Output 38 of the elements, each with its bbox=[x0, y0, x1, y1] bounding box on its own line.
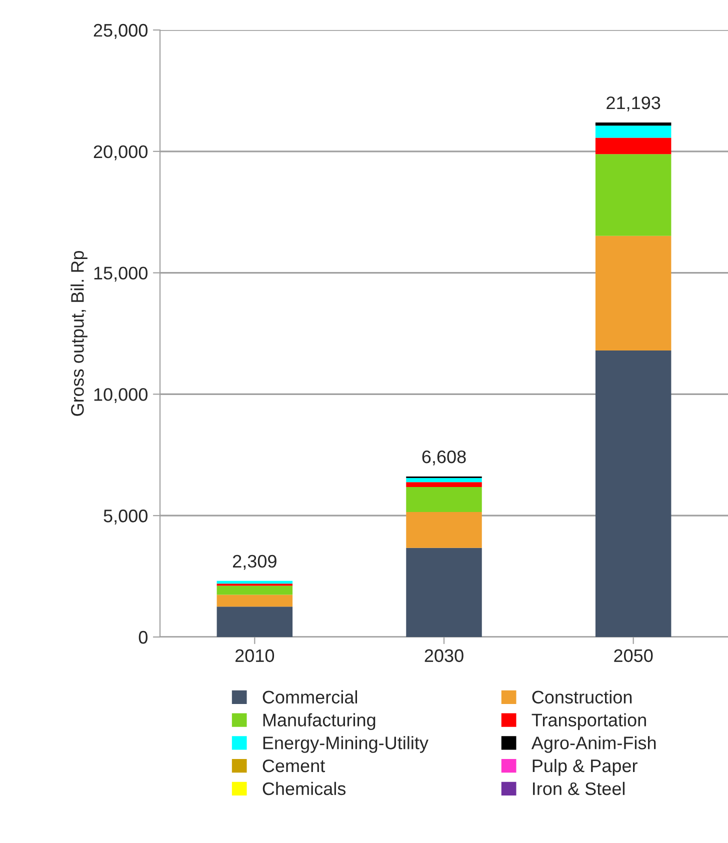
bar bbox=[216, 586, 293, 595]
total-label: 2,309 bbox=[232, 554, 276, 570]
x-tick-label: 2030 bbox=[424, 649, 464, 662]
bar bbox=[216, 580, 293, 584]
bar bbox=[406, 478, 482, 482]
legend-label: Commercial bbox=[262, 690, 358, 704]
y-tick-label: 10,000 bbox=[94, 388, 148, 404]
bar bbox=[406, 486, 482, 512]
bar bbox=[406, 512, 482, 548]
bar bbox=[595, 126, 672, 138]
y-tick-label: 0 bbox=[138, 630, 148, 644]
bar bbox=[216, 594, 293, 607]
legend-label: Chemicals bbox=[262, 782, 346, 796]
total-label: 21,193 bbox=[606, 96, 660, 112]
bar bbox=[595, 138, 672, 154]
total-label: 6,608 bbox=[422, 450, 466, 466]
x-tick-label: 2050 bbox=[614, 649, 653, 662]
legend-label: Manufacturing bbox=[263, 713, 376, 730]
legend-label: Agro-Anim-Fish bbox=[531, 736, 656, 753]
bar bbox=[595, 154, 672, 236]
legend-label: Pulp & Paper bbox=[532, 758, 638, 776]
y-axis-title: Gross output, Bil. Rp bbox=[70, 250, 88, 416]
y-tick-label: 25,000 bbox=[94, 24, 148, 39]
y-tick-label: 5,000 bbox=[104, 510, 148, 524]
x-tick-label: 2010 bbox=[235, 649, 274, 662]
legend-label: Construction bbox=[532, 690, 632, 704]
bar bbox=[595, 350, 672, 637]
bar bbox=[406, 548, 482, 637]
legend-label: Energy-Mining-Utility bbox=[263, 736, 428, 753]
bar bbox=[406, 482, 482, 487]
legend-label: Transportation bbox=[532, 713, 646, 730]
y-tick-label: 15,000 bbox=[94, 266, 148, 282]
bar bbox=[595, 122, 672, 126]
y-tick-label: 20,000 bbox=[94, 145, 148, 160]
legend-label: Iron & Steel bbox=[533, 782, 625, 796]
legend-label: Cement bbox=[262, 759, 325, 772]
bar bbox=[216, 606, 293, 637]
bar bbox=[595, 236, 672, 350]
